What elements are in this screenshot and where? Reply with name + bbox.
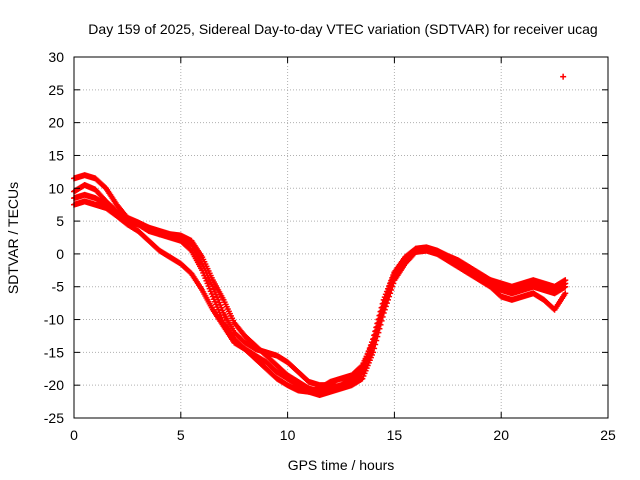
x-tick-label: 0 [70, 427, 78, 443]
x-tick-label: 10 [280, 427, 296, 443]
x-axis-label: GPS time / hours [288, 457, 395, 473]
x-tick-label: 25 [600, 427, 616, 443]
axis-ticks: 0 5 10 15 20 25 -25 -20 -15 -10 -5 0 5 10 15 20 25 30 [44, 49, 616, 443]
data-point [562, 280, 569, 287]
x-tick-label: 5 [177, 427, 185, 443]
data-point [370, 339, 377, 346]
data-point [389, 276, 396, 283]
data-point [379, 304, 386, 311]
data-point [358, 363, 365, 370]
data-point [387, 282, 394, 289]
data-point [380, 300, 387, 307]
data-point [373, 327, 380, 334]
data-point [376, 315, 383, 322]
data-point [383, 291, 390, 298]
data-point [382, 294, 389, 301]
y-tick-label: 10 [48, 180, 64, 196]
data-point [377, 311, 384, 318]
data-point [381, 297, 388, 304]
y-tick-label: 30 [48, 49, 64, 65]
data-point [386, 285, 393, 292]
data-point [562, 290, 569, 297]
data-point [388, 279, 395, 286]
y-tick-label: 25 [48, 82, 64, 98]
y-tick-label: 15 [48, 147, 64, 163]
data-points [71, 73, 569, 399]
y-tick-label: 20 [48, 115, 64, 131]
data-point [371, 345, 378, 352]
x-tick-label: 20 [493, 427, 509, 443]
y-tick-label: -20 [44, 377, 64, 393]
y-tick-label: -5 [52, 279, 65, 295]
outlier-point [560, 73, 567, 80]
y-tick-label: -10 [44, 312, 64, 328]
data-point [378, 308, 385, 315]
data-point [374, 323, 381, 330]
data-point [372, 331, 379, 338]
y-tick-label: -15 [44, 344, 64, 360]
data-point [371, 335, 378, 342]
grid [74, 57, 608, 418]
y-tick-label: 5 [56, 213, 64, 229]
data-point [390, 273, 397, 280]
data-point [384, 288, 391, 295]
y-tick-label: 0 [56, 246, 64, 262]
x-tick-label: 15 [387, 427, 403, 443]
plot-frame [73, 56, 609, 419]
y-axis-label: SDTVAR / TECUs [5, 182, 21, 294]
y-tick-label: -25 [44, 410, 64, 426]
data-point [375, 319, 382, 326]
chart-title: Day 159 of 2025, Sidereal Day-to-day VTE… [88, 21, 597, 37]
